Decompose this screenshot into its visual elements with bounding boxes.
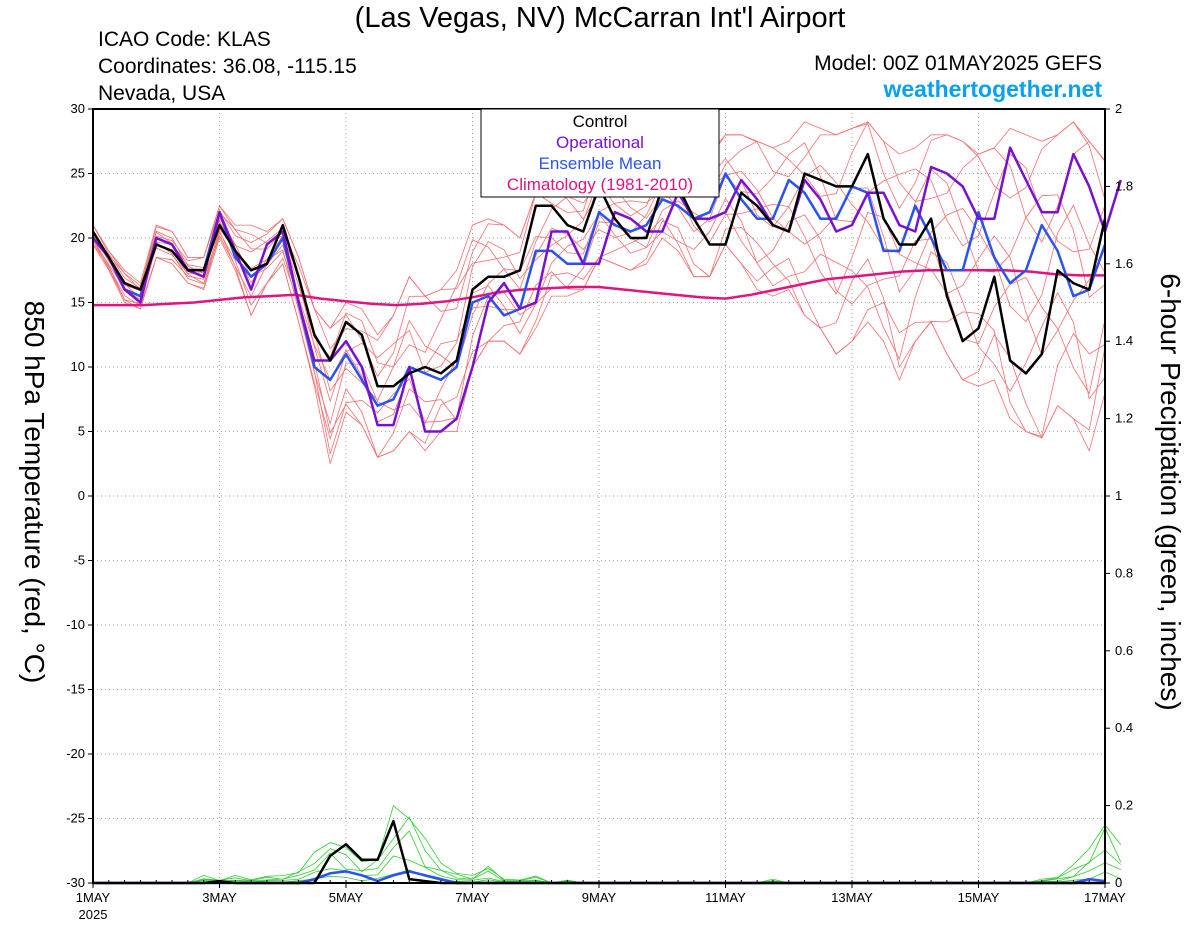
y2-tick-label: 1.8 [1115,178,1133,193]
y-tick-label: -15 [66,682,85,697]
legend-box [480,108,720,198]
y2-tick-label: 2 [1115,101,1122,116]
ensemble-member-line [92,181,1106,423]
axes-layer: 302520151050-5-10-15-20-25-3021.81.61.41… [66,101,1133,922]
y-tick-label: 20 [71,230,85,245]
x-tick-label: 1MAY [76,890,111,905]
ensemble-member-line [92,197,1106,455]
precip-members-layer [93,805,1122,884]
x-tick-label: 11MAY [705,890,746,905]
x-tick-label: 5MAY [329,890,364,905]
y-tick-label: 0 [78,488,85,503]
y-tick-label: -25 [66,811,85,826]
legend-entry: Control [573,112,628,131]
precip-member-line [93,830,1122,884]
y-tick-label: -5 [73,553,85,568]
x-tick-label: 13MAY [831,890,873,905]
y-tick-label: 15 [71,295,85,310]
y-tick-label: -10 [66,617,85,632]
precip-member-line [93,805,1122,884]
ensemble-member-line [92,236,1106,464]
region: Nevada, USA [98,82,226,105]
y2-tick-label: 0.8 [1115,565,1133,580]
y2-tick-label: 1.4 [1115,333,1133,348]
model-run: Model: 00Z 01MAY2025 GEFS [814,52,1102,75]
y-tick-label: 5 [78,424,85,439]
x-tick-label: 15MAY [958,890,1000,905]
x-tick-label: 3MAY [202,890,237,905]
y2-tick-label: 1.6 [1115,256,1133,271]
climatology-line [93,269,1105,307]
chart-title: (Las Vegas, NV) McCarran Int'l Airport [354,2,846,34]
icao-code: ICAO Code: KLAS [98,28,271,51]
x-tick-label: 17MAY [1084,890,1126,905]
y2-tick-label: 0.6 [1115,643,1133,658]
y-tick-label: 25 [71,166,85,181]
y2-tick-label: 1.2 [1115,411,1133,426]
y2-tick-label: 0 [1115,875,1122,890]
y-tick-label: 10 [71,359,85,374]
y2-tick-label: 0.4 [1115,720,1133,735]
y2-tick-label: 0.2 [1115,798,1133,813]
series-layer [91,146,1122,885]
y2-tick-label: 1 [1115,488,1122,503]
y-tick-label: -20 [66,746,85,761]
legend-entry: Operational [556,133,644,152]
x-tick-label: 7MAY [455,890,490,905]
site-link[interactable]: weathertogether.net [883,76,1102,102]
coordinates: Coordinates: 36.08, -115.15 [98,55,357,78]
operational-line [92,146,1122,433]
y-tick-label: -30 [66,875,85,890]
x-tick-label: 9MAY [582,890,617,905]
x-tick-sublabel: 2025 [79,907,108,922]
y-tick-label: 30 [71,101,85,116]
legend-entry: Ensemble Mean [539,154,662,173]
precip-member-line [93,816,1122,884]
legend: Control Operational Ensemble Mean Climatolo… [480,108,720,198]
legend-entry: Climatology (1981-2010) [507,175,693,194]
